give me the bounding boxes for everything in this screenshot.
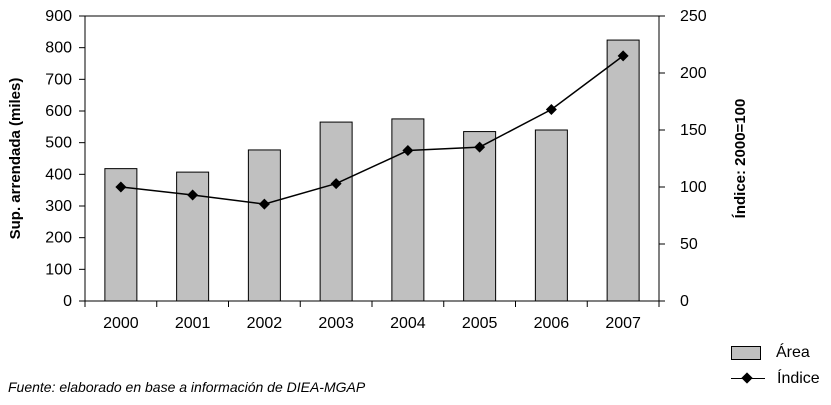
index-point-2000 xyxy=(115,181,127,193)
y-left-tick-label: 200 xyxy=(45,230,72,247)
index-point-2003 xyxy=(330,178,342,190)
bar-2002 xyxy=(247,149,281,302)
index-point-2005 xyxy=(474,141,486,153)
axis-labels: 0 100 200 300 400 500 600 700 800 900 0 50 100 150 200… xyxy=(7,8,749,332)
line-series-index xyxy=(115,50,629,210)
y-left-tick-label: 700 xyxy=(45,71,72,88)
y-left-tick-label: 300 xyxy=(45,198,72,215)
x-tick-label-2001: 2001 xyxy=(175,315,211,332)
index-point-2006 xyxy=(545,103,557,115)
bar-2003 xyxy=(319,121,353,302)
y-left-tick-label: 400 xyxy=(45,166,72,183)
bar-2007 xyxy=(606,39,640,302)
x-tick-label-2004: 2004 xyxy=(390,315,426,332)
y-left-tick-label: 900 xyxy=(45,8,72,25)
index-point-2004 xyxy=(402,145,414,157)
legend-item-area: Área xyxy=(728,340,828,366)
y-left-tick-label: 0 xyxy=(63,293,72,310)
y-right-tick-label: 200 xyxy=(680,65,707,82)
x-tick-label-2006: 2006 xyxy=(534,315,570,332)
index-point-2007 xyxy=(617,50,629,62)
combo-chart: 0 100 200 300 400 500 600 700 800 900 0 50 100 150 200… xyxy=(7,8,749,332)
legend: Área Índice xyxy=(728,340,828,392)
y-left-tick-label: 100 xyxy=(45,261,72,278)
y-left-tick-label: 500 xyxy=(45,135,72,152)
legend-item-index: Índice xyxy=(728,366,828,392)
bar-series-area xyxy=(104,39,640,302)
y-right-tick-label: 0 xyxy=(680,293,689,310)
legend-swatch-area xyxy=(731,346,761,360)
x-tick-label-2007: 2007 xyxy=(605,315,641,332)
y-right-tick-label: 50 xyxy=(680,236,698,253)
source-note: Fuente: elaborado en base a información … xyxy=(8,379,366,395)
legend-label-area: Área xyxy=(776,344,810,361)
legend-line-index xyxy=(731,372,765,386)
y-left-tick-label: 600 xyxy=(45,103,72,120)
y-left-tick-label: 800 xyxy=(45,40,72,57)
legend-label-index: Índice xyxy=(777,370,820,387)
chart-axes xyxy=(79,15,665,307)
index-point-2001 xyxy=(187,189,199,201)
y-right-axis-title: Índice: 2000=100 xyxy=(732,99,749,219)
bar-2006 xyxy=(534,129,568,302)
index-line xyxy=(120,55,624,205)
x-tick-label-2002: 2002 xyxy=(247,315,283,332)
x-tick-label-2005: 2005 xyxy=(462,315,498,332)
index-point-2002 xyxy=(258,198,270,210)
diamond-marker-icon xyxy=(741,372,753,384)
y-right-tick-label: 250 xyxy=(680,8,707,25)
y-right-tick-label: 150 xyxy=(680,122,707,139)
y-right-tick-label: 100 xyxy=(680,179,707,196)
x-tick-label-2003: 2003 xyxy=(318,315,354,332)
x-tick-label-2000: 2000 xyxy=(103,315,139,332)
bar-2005 xyxy=(463,131,497,302)
y-left-axis-title: Sup. arrendada (miles) xyxy=(7,78,24,240)
